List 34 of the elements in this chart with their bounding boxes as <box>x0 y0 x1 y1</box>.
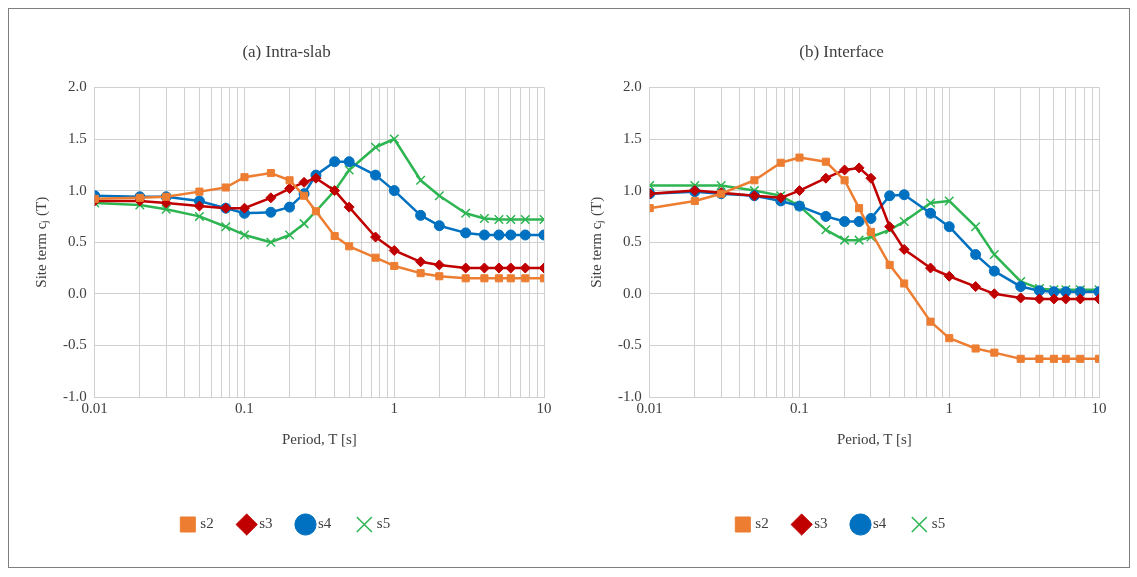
x-tick-label: 10 <box>1091 399 1107 416</box>
legend-label: s5 <box>931 515 946 532</box>
y-axis-title: Site term cⱼ (T) <box>587 196 605 288</box>
x-tick-label: 0.1 <box>790 399 809 416</box>
x-tick-label: 1 <box>390 399 398 416</box>
y-tick-label: -1.0 <box>618 387 642 404</box>
legend-label: s3 <box>259 515 273 532</box>
y-tick-label: -0.5 <box>63 336 87 353</box>
chart-title: (a) Intra-slab <box>242 41 331 61</box>
y-tick-label: -0.5 <box>618 336 642 353</box>
y-axis-title: Site term cⱼ (T) <box>32 196 50 288</box>
x-tick-label: 10 <box>536 399 552 416</box>
x-axis-title: Period, T [s] <box>281 430 357 447</box>
x-tick-label: 1 <box>945 399 953 416</box>
legend-label: s4 <box>318 515 332 532</box>
y-tick-label: 0.0 <box>68 284 87 301</box>
y-tick-label: 1.5 <box>68 129 87 146</box>
legend-label: s2 <box>755 515 769 532</box>
chart-title: (b) Interface <box>799 41 884 61</box>
x-axis-title: Period, T [s] <box>836 430 912 447</box>
legend-label: s5 <box>376 515 391 532</box>
legend-label: s2 <box>200 515 214 532</box>
y-tick-label: 0.0 <box>623 284 642 301</box>
legend-label: s3 <box>814 515 828 532</box>
y-tick-label: 0.5 <box>623 233 642 250</box>
y-tick-label: 1.0 <box>623 181 642 198</box>
y-tick-label: 1.0 <box>68 181 87 198</box>
y-tick-label: -1.0 <box>63 387 87 404</box>
legend-label: s4 <box>873 515 887 532</box>
y-tick-label: 2.0 <box>68 78 87 95</box>
y-tick-label: 1.5 <box>623 129 642 146</box>
y-tick-label: 2.0 <box>623 78 642 95</box>
y-tick-label: 0.5 <box>68 233 87 250</box>
x-tick-label: 0.1 <box>235 399 254 416</box>
